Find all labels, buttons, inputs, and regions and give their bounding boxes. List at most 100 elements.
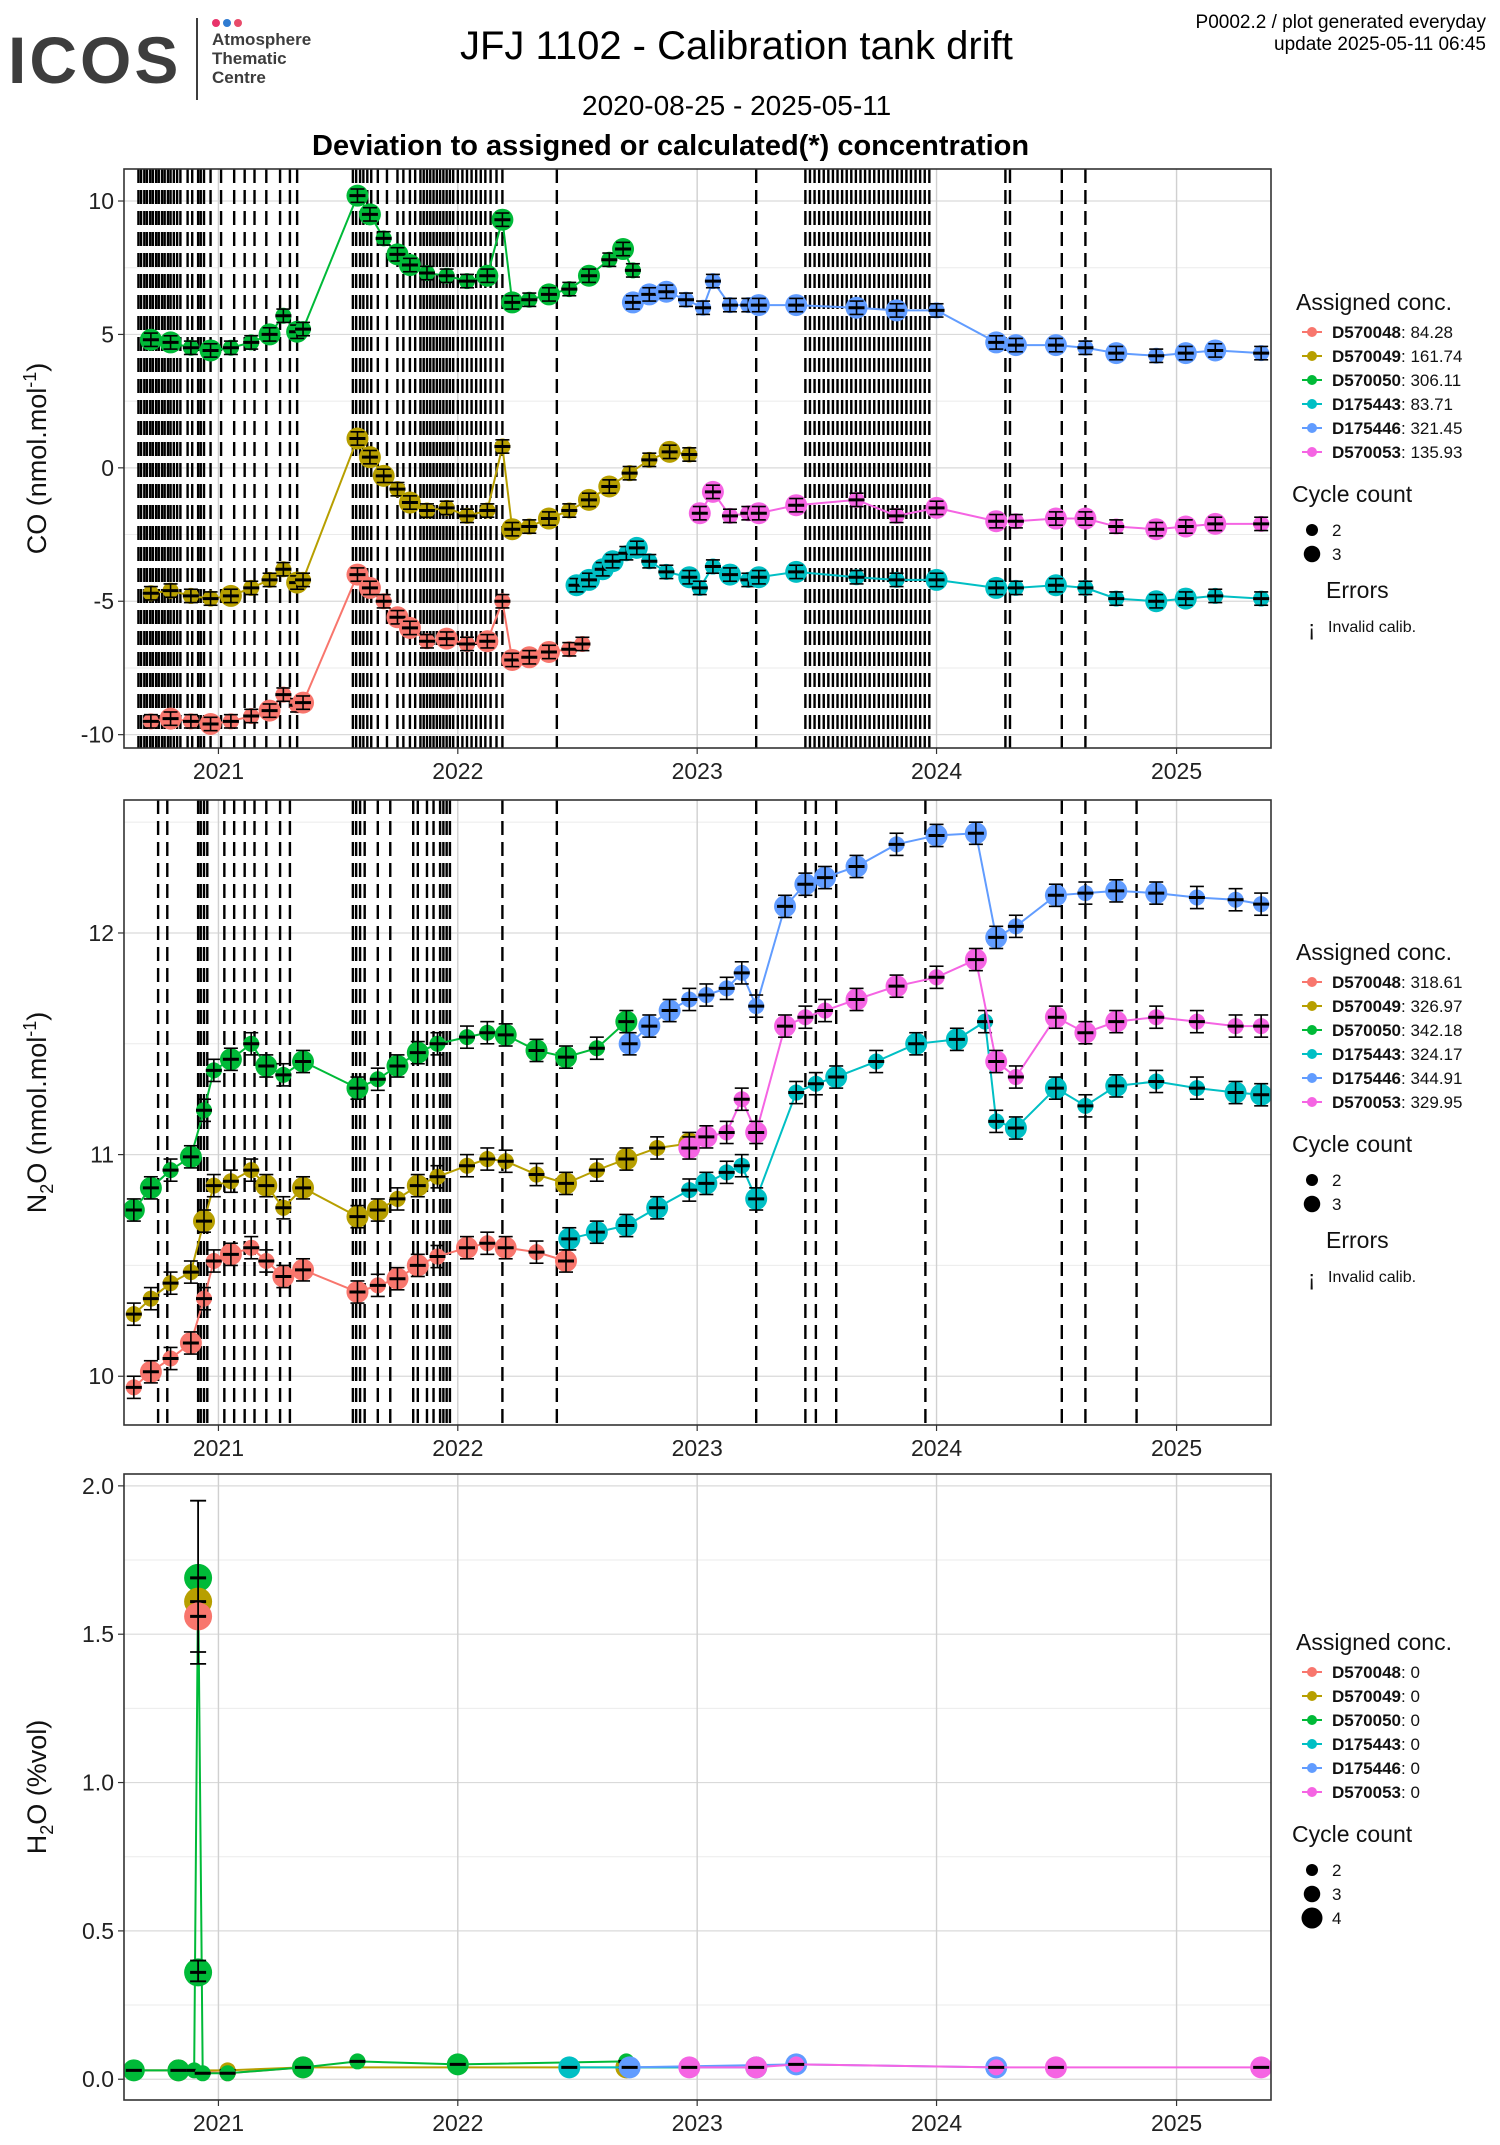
y-axis-label-part: 2: [37, 1184, 57, 1194]
legend-key-point: [1307, 1667, 1317, 1677]
legend-item-label: D175443: 0: [1332, 1735, 1420, 1754]
legend-key-point: [1307, 1787, 1317, 1797]
legend-key-point: [1307, 1025, 1317, 1035]
y-axis-label-part: -1: [20, 1021, 40, 1037]
chart-subtitle: Deviation to assigned or calculated(*) c…: [312, 130, 1030, 162]
legend-size-label: 3: [1332, 1195, 1341, 1214]
y-axis-label-part: 2: [37, 1825, 57, 1835]
legend-series-name: D570048: [1332, 973, 1401, 992]
x-tick-label: 2022: [432, 1435, 483, 1461]
panel-co: -10 -5 0 5 10 2021 2022 2023 2024 2025 CO (nmol.mo…: [20, 168, 1462, 784]
x-tick-label: 2021: [193, 2110, 244, 2136]
legend-series-name: D175446: [1332, 1069, 1401, 1088]
series-line: [689, 2063, 1262, 2069]
legend-item-label: D175446: 321.45: [1332, 419, 1462, 438]
x-tick-label: 2025: [1151, 758, 1202, 784]
legend-item-label: D570048: 0: [1332, 1663, 1420, 1682]
date-range: 2020-08-25 - 2025-05-11: [582, 90, 892, 121]
panel-border: [123, 168, 1272, 749]
legend-series-name: D570048: [1332, 1663, 1401, 1682]
legend-series-name: D570050: [1332, 371, 1401, 390]
legend-series-name: D175446: [1332, 1759, 1401, 1778]
x-tick-label: 2025: [1151, 2110, 1202, 2136]
legend-item-label: D570049: 0: [1332, 1687, 1420, 1706]
plot-header: ICOS Atmosphere Thematic Centre JFJ 1102…: [0, 0, 1500, 162]
legend-series-value: : 318.61: [1401, 973, 1462, 992]
legend-title: Cycle count: [1292, 1131, 1413, 1157]
legend-title: Assigned conc.: [1296, 1629, 1452, 1655]
y-axis-label-part: ): [22, 1012, 52, 1021]
y-tick-label: 11: [90, 1142, 114, 1168]
x-tick-label: 2021: [193, 1435, 244, 1461]
legend-size-point: [1306, 1174, 1318, 1186]
y-axis-label-part: CO (nmol.mol: [22, 388, 52, 555]
legend-key-point: [1307, 327, 1317, 337]
legend-series-name: D570049: [1332, 1687, 1401, 1706]
y-tick-label: 1.0: [82, 1770, 114, 1796]
legend-series-value: : 344.91: [1401, 1069, 1462, 1088]
legend-size-point: [1301, 1907, 1323, 1929]
series-D570050: [124, 1009, 638, 1222]
logo-dots-icon: [212, 14, 245, 32]
legend-item-label: D570049: 161.74: [1332, 347, 1462, 366]
legend-key-point: [1307, 1691, 1317, 1701]
legend-key-point: [1307, 977, 1317, 987]
y-axis-label: N2O (nmol.mol-1): [20, 1012, 57, 1214]
y-tick-label: -5: [94, 588, 114, 614]
legend-series-value: : 321.45: [1401, 419, 1462, 438]
legend-title: Assigned conc.: [1296, 939, 1452, 965]
y-tick-label: 5: [101, 321, 114, 347]
legend-series-value: : 135.93: [1401, 443, 1462, 462]
legend-key-point: [1307, 1001, 1317, 1011]
legend-title: Errors: [1326, 577, 1389, 603]
x-tick-label: 2023: [672, 2110, 723, 2136]
legend-title: Errors: [1326, 1227, 1389, 1253]
legend-series-name: D570053: [1332, 1783, 1401, 1802]
legend-size-label: 3: [1332, 545, 1341, 564]
legend-series-name: D175446: [1332, 419, 1401, 438]
icos-logo: ICOS: [8, 23, 182, 97]
x-tick-label: 2021: [193, 758, 244, 784]
y-tick-label: -10: [81, 722, 114, 748]
legend-series-name: D570049: [1332, 347, 1401, 366]
legend-key-point: [1307, 1073, 1317, 1083]
series-line: [632, 278, 1262, 357]
legend-size-point: [1303, 545, 1321, 563]
x-tick-label: 2022: [432, 758, 483, 784]
y-tick-label: 10: [88, 1363, 114, 1389]
legend-title: Cycle count: [1292, 481, 1413, 507]
series-D175443: [565, 536, 1270, 613]
y-axis-label-part: H: [22, 1835, 52, 1855]
legend-key-point: [1307, 423, 1317, 433]
legend-item-label: D570053: 135.93: [1332, 443, 1462, 462]
legend-key-point: [1307, 375, 1317, 385]
logo-sub-line-3: Centre: [212, 68, 266, 87]
x-tick-label: 2024: [911, 2110, 962, 2136]
legend-item-label: D175443: 324.17: [1332, 1045, 1462, 1064]
legend-item-label: D570050: 0: [1332, 1711, 1420, 1730]
x-tick-label: 2023: [672, 1435, 723, 1461]
legend-item-label: D175446: 344.91: [1332, 1069, 1462, 1088]
series-D570049: [142, 427, 698, 607]
logo-sub-line-1: Atmosphere: [212, 30, 312, 49]
series-D570053: [688, 480, 1270, 541]
y-axis-label-part: O (%vol): [22, 1720, 52, 1825]
logo-divider: [196, 18, 198, 100]
legend-series-name: D175443: [1332, 1045, 1401, 1064]
legend-item-label: D570050: 306.11: [1332, 371, 1461, 390]
series-D175443: [558, 1009, 1271, 1251]
legend-key-point: [1307, 447, 1317, 457]
plot-area: [124, 1499, 1271, 2082]
legend-title: Assigned conc.: [1296, 289, 1452, 315]
x-tick-label: 2025: [1151, 1435, 1202, 1461]
y-tick-label: 1.5: [82, 1621, 114, 1647]
legend-size-label: 2: [1332, 521, 1341, 540]
legend-item-label: D175446: 0: [1332, 1759, 1420, 1778]
invalid-calib-glyph: ¡: [1308, 1266, 1315, 1291]
legend-size-label: 2: [1332, 1171, 1341, 1190]
series-D175446: [621, 273, 1270, 365]
series-D570048: [142, 563, 591, 735]
